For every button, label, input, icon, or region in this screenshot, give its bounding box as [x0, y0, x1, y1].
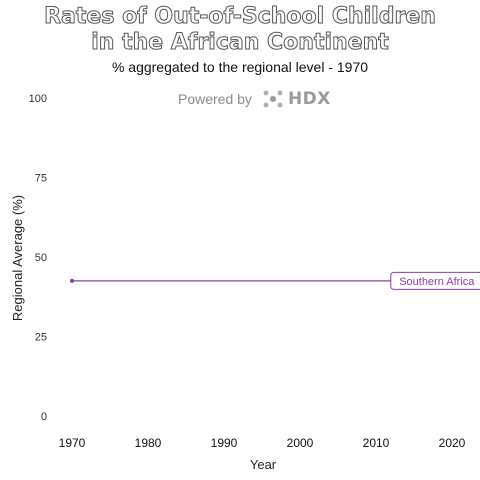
y-axis-ticks: 0 25 50 75 100	[29, 93, 47, 423]
x-tick-label: 2000	[287, 436, 314, 450]
chart-title-line-2: in the African Continent	[91, 30, 390, 56]
x-tick-label: 2020	[439, 436, 466, 450]
x-tick-label: 2010	[363, 436, 390, 450]
x-tick-label: 1990	[211, 436, 238, 450]
series-end-label: Southern Africa	[399, 276, 475, 288]
hdx-dots-icon	[263, 90, 283, 108]
hdx-logo-text: HDX	[287, 89, 331, 109]
x-tick-label: 1980	[135, 436, 162, 450]
y-tick-label: 0	[41, 411, 47, 423]
x-axis-title: Year	[250, 457, 277, 472]
y-tick-label: 50	[35, 252, 47, 264]
powered-by-label: Powered by	[178, 91, 252, 107]
y-tick-label: 100	[29, 93, 47, 105]
y-tick-label: 25	[35, 332, 47, 344]
series-layer: Southern Africa	[70, 271, 480, 290]
hdx-logo: HDX	[262, 89, 331, 109]
powered-by-hdx[interactable]: Powered by HDX	[178, 88, 331, 110]
data-point[interactable]	[70, 278, 74, 283]
x-tick-label: 1970	[59, 436, 86, 450]
x-axis-ticks: 1970 1980 1990 2000 2010 2020	[59, 436, 466, 450]
chart-title-line-1: Rates of Out-of-School Children	[44, 4, 437, 30]
y-axis-title: Regional Average (%)	[10, 195, 25, 321]
chart-title: Rates of Out-of-School Children in the A…	[0, 4, 480, 56]
y-tick-label: 75	[35, 173, 47, 185]
chart-subtitle: % aggregated to the regional level - 197…	[111, 59, 369, 75]
series-end-label-box	[390, 271, 480, 290]
